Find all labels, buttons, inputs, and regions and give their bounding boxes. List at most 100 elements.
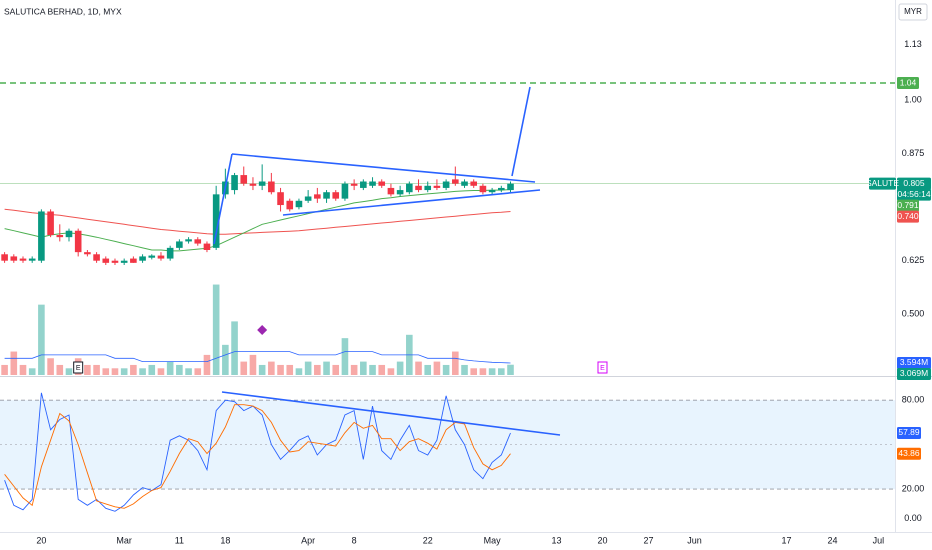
volume-bar xyxy=(452,351,459,375)
y-tick-label: 0.625 xyxy=(902,255,925,265)
x-tick-label: Apr xyxy=(301,535,315,545)
volume-bar xyxy=(378,364,386,375)
x-tick-label: 20 xyxy=(36,535,46,545)
currency[interactable]: MYR xyxy=(904,7,922,16)
candle-body xyxy=(277,192,284,206)
stoch-value-label-box xyxy=(897,447,921,460)
y-tick-label: 80.00 xyxy=(902,395,925,405)
chart-title: SALUTICA BERHAD, 1D, MYX xyxy=(4,6,122,16)
volume-bar xyxy=(38,304,45,375)
earnings-label: E xyxy=(76,365,81,372)
last-price-label-box xyxy=(897,177,931,190)
y-tick-label: 0.875 xyxy=(902,148,925,158)
volume-bar xyxy=(442,364,450,375)
volume-bar xyxy=(176,364,183,375)
volume-bar xyxy=(433,361,441,375)
x-tick-label: 8 xyxy=(352,535,357,545)
candle-body xyxy=(332,192,340,199)
x-tick-label: 11 xyxy=(175,535,184,545)
candle-body xyxy=(38,211,45,261)
trend-line xyxy=(221,391,561,436)
volume-bar xyxy=(19,364,27,375)
labels: 1.13 1.00 0.875 0.625 0.500 1.04 E E 0.805 SALUTE… xyxy=(36,39,931,545)
y-tick-label: 20.00 xyxy=(902,483,925,493)
candle-body xyxy=(130,258,137,263)
volume-bar xyxy=(488,368,496,375)
candle-body xyxy=(148,255,156,258)
last-price-label: 0.805 xyxy=(903,178,925,188)
x-tick-label: 24 xyxy=(827,535,837,545)
candle-body xyxy=(84,252,91,255)
volume-bar xyxy=(222,344,229,375)
volume-bar xyxy=(332,364,340,375)
candle-body xyxy=(231,175,238,191)
volume-bar xyxy=(470,368,478,375)
earnings-marker xyxy=(73,361,84,374)
volume-bar xyxy=(130,364,137,375)
candle-body xyxy=(157,255,165,259)
candle-body xyxy=(369,181,376,186)
x-tick-label: May xyxy=(484,535,502,545)
candle-body xyxy=(507,183,514,191)
volume-bar xyxy=(1,364,8,375)
candle-body xyxy=(470,181,478,186)
candle-body xyxy=(304,196,312,201)
candle-body xyxy=(433,185,441,188)
currency-button[interactable] xyxy=(898,3,928,21)
symbol-label: SALUTE xyxy=(866,178,899,188)
candle-body xyxy=(406,183,413,193)
candle-body xyxy=(286,200,294,210)
volume-bar xyxy=(304,361,312,375)
candle-body xyxy=(212,194,220,248)
trend-line xyxy=(231,153,536,183)
volume-bar xyxy=(240,361,248,375)
volume-bar xyxy=(28,368,36,375)
candle-body xyxy=(47,211,54,236)
ma-slow-label: 0.740 xyxy=(897,211,919,221)
x-tick-label: 13 xyxy=(551,535,561,545)
volume-bar xyxy=(286,364,294,375)
y-tick-label: 0.500 xyxy=(902,309,925,319)
volume-bar xyxy=(111,368,119,375)
volume-ma-line xyxy=(4,351,511,364)
volume-bar xyxy=(56,364,64,375)
volume-bar xyxy=(314,364,321,375)
y-tick-label: 1.13 xyxy=(904,39,922,49)
ma-slow-line xyxy=(4,208,511,235)
ma-fast-label: 0.791 xyxy=(897,200,919,210)
candle-body xyxy=(139,256,146,261)
volume-bar xyxy=(166,361,174,375)
y-tick-label: 0.00 xyxy=(904,513,922,523)
countdown-label-box xyxy=(897,188,931,201)
volume-bar xyxy=(212,284,220,375)
candle-body xyxy=(415,185,422,191)
candle-body xyxy=(19,258,27,261)
ma-fast-label-box xyxy=(897,199,919,212)
symbol-label-box xyxy=(869,177,896,190)
candle-body xyxy=(360,181,367,188)
ma-fast-line xyxy=(4,189,511,252)
volume-bar xyxy=(231,321,238,375)
volume-bar xyxy=(295,368,303,375)
drawings xyxy=(213,86,561,436)
volume-bar xyxy=(10,351,18,375)
volume-bar xyxy=(268,361,275,375)
volume-bar xyxy=(157,368,165,375)
candle-body xyxy=(396,190,404,195)
trend-line xyxy=(282,189,541,216)
candle-body xyxy=(268,181,275,193)
candle-body xyxy=(176,241,183,248)
candle-body xyxy=(350,183,358,186)
x-tick-label: 17 xyxy=(781,535,791,545)
stoch-line xyxy=(4,404,511,509)
volume-bar xyxy=(185,368,192,375)
x-tick-label: Jul xyxy=(873,535,885,545)
stoch-line xyxy=(4,392,511,512)
volume-bar xyxy=(47,358,54,375)
candle-body xyxy=(488,190,496,193)
candle-body xyxy=(185,239,192,242)
volume-bar xyxy=(203,354,211,375)
candle-body xyxy=(56,235,64,238)
earnings-marker xyxy=(597,361,608,374)
